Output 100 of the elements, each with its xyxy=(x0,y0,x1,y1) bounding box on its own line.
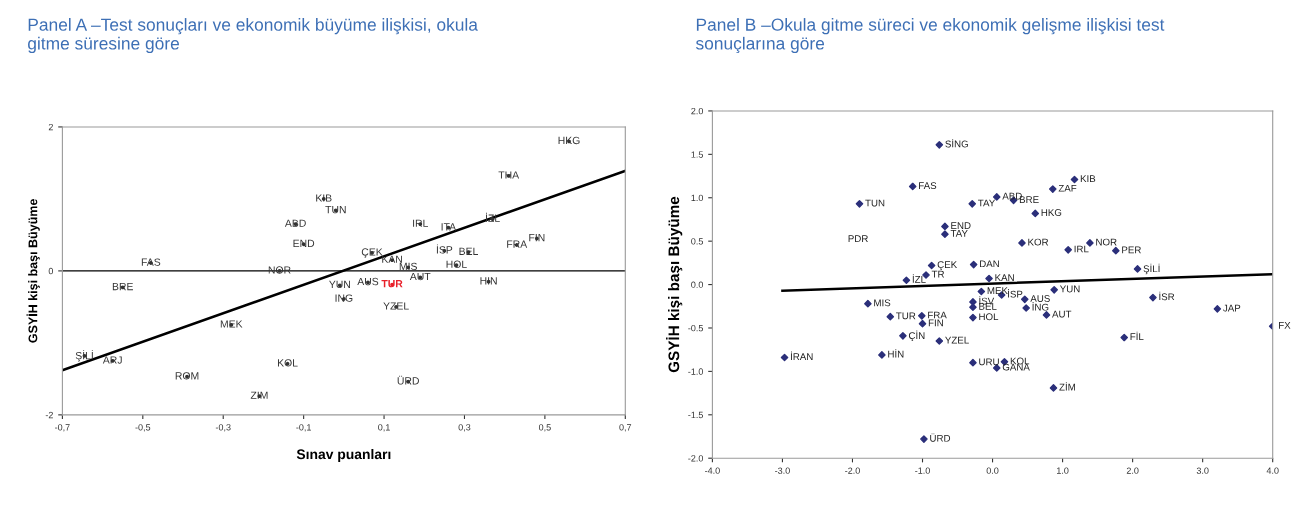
annotation: ZİM xyxy=(1059,381,1075,391)
point xyxy=(969,298,977,306)
annotation: AUT xyxy=(1052,310,1072,318)
annotation: AUT xyxy=(409,272,431,281)
point xyxy=(941,222,949,231)
annotation: YZEL xyxy=(383,302,409,310)
point xyxy=(918,312,926,320)
annotation: İSV xyxy=(979,296,995,305)
annotation: TUR xyxy=(381,280,403,288)
annotation: İZL xyxy=(912,274,926,283)
point xyxy=(1149,293,1157,302)
point xyxy=(1049,384,1058,392)
annotation: FAS xyxy=(141,258,161,266)
annotation: ROM xyxy=(175,372,199,380)
annotation: TAY xyxy=(950,230,968,237)
point xyxy=(968,200,977,208)
annotation: YZEL xyxy=(945,336,969,344)
point xyxy=(1064,246,1072,254)
x-tick-label: 0,5 xyxy=(538,424,551,432)
point xyxy=(1050,285,1058,294)
annotation: END xyxy=(293,239,315,247)
x-tick-label: -0,5 xyxy=(135,424,151,432)
y-tick-label: 0 xyxy=(48,267,54,275)
annotation: HKG xyxy=(1041,209,1062,216)
annotation: FİL xyxy=(1130,331,1144,341)
x-tick-label: 0,7 xyxy=(619,424,632,432)
annotation: İSR xyxy=(1159,291,1175,301)
annotation: PDR xyxy=(848,235,868,242)
annotation: ING xyxy=(335,294,353,302)
point xyxy=(878,351,886,359)
x-tick-label: 0.0 xyxy=(986,467,999,474)
point xyxy=(1042,311,1051,319)
annotation: TAY xyxy=(978,199,996,207)
point xyxy=(1213,305,1222,313)
y-tick-label: -1.0 xyxy=(688,368,704,375)
point xyxy=(992,193,1001,201)
annotation: FRA xyxy=(928,311,947,319)
chart-title: Panel B –Okula gitme süreci ve ekonomik gelişme ilişkisi test sonuçlarına göre xyxy=(695,18,1165,54)
y-tick-label: -1.5 xyxy=(688,411,703,419)
annotation: İSP xyxy=(1008,289,1023,298)
x-tick-label: -0,3 xyxy=(215,424,231,432)
annotation: ŞİLİ xyxy=(1143,263,1160,275)
point xyxy=(969,260,978,269)
annotation: BRE xyxy=(112,282,133,291)
y-tick-label: -2 xyxy=(45,411,53,419)
x-axis-title: Sınav puanları xyxy=(296,448,391,462)
annotation: KOL xyxy=(1010,357,1030,365)
annotation: MEK xyxy=(987,287,1008,295)
x-tick-label: -0,7 xyxy=(55,424,70,432)
annotation: İNG xyxy=(1032,302,1049,311)
point xyxy=(985,274,993,283)
annotation: END xyxy=(951,222,971,229)
point xyxy=(899,331,907,340)
annotation: TUN xyxy=(865,199,885,207)
annotation: KIB xyxy=(1080,175,1096,183)
annotation: ABD xyxy=(1002,192,1022,200)
y-tick-label: -0.5 xyxy=(688,324,703,332)
annotation: TR xyxy=(931,270,945,278)
point xyxy=(855,200,864,208)
point xyxy=(920,435,928,443)
annotation: BEL xyxy=(979,302,997,310)
chart-title: Panel A –Test sonuçları ve ekonomik büyüme ilişkisi, okula gitme süresine göre xyxy=(28,18,478,54)
point xyxy=(1120,333,1129,342)
annotation: ZAF xyxy=(1058,184,1077,192)
point xyxy=(1086,239,1094,247)
point xyxy=(1031,209,1040,218)
annotation: KOR xyxy=(1028,238,1049,246)
annotation: DAN xyxy=(979,260,999,268)
point xyxy=(902,276,911,285)
x-tick-label: -4.0 xyxy=(705,467,720,474)
x-tick-label: -1.0 xyxy=(915,467,930,474)
point xyxy=(977,287,986,296)
annotation: İZL xyxy=(486,212,500,222)
annotation: TUR xyxy=(896,312,916,320)
annotation: HOL xyxy=(979,313,999,321)
x-tick-label: 3.0 xyxy=(1196,467,1209,474)
annotation: GANA xyxy=(1002,363,1030,371)
point xyxy=(1112,246,1120,255)
annotation: MEK xyxy=(220,320,243,328)
annotation: ÇİN xyxy=(908,330,925,342)
y-tick-label: 0.0 xyxy=(691,281,704,288)
x-tick-label: -2.0 xyxy=(845,467,860,474)
annotation: YUN xyxy=(1059,285,1080,293)
annotation: NOR xyxy=(1096,238,1117,246)
point xyxy=(1070,175,1079,184)
annotation: AUS xyxy=(1030,295,1050,302)
annotation: KOL xyxy=(277,359,298,367)
y-axis-title: GSYİH kişi başı Büyüme xyxy=(666,196,683,373)
annotation: HOL xyxy=(446,260,467,268)
x-tick-label: 0,1 xyxy=(378,424,390,432)
point xyxy=(927,261,936,270)
annotation: PER xyxy=(1122,246,1141,254)
point xyxy=(969,358,977,367)
x-tick-label: -0,1 xyxy=(296,424,311,432)
annotation: MIS xyxy=(874,299,891,307)
annotation: URU xyxy=(979,358,999,366)
annotation: MIS xyxy=(399,262,417,271)
point xyxy=(1022,304,1030,312)
y-tick-label: 2 xyxy=(48,123,53,131)
annotation: FIN xyxy=(928,319,943,327)
